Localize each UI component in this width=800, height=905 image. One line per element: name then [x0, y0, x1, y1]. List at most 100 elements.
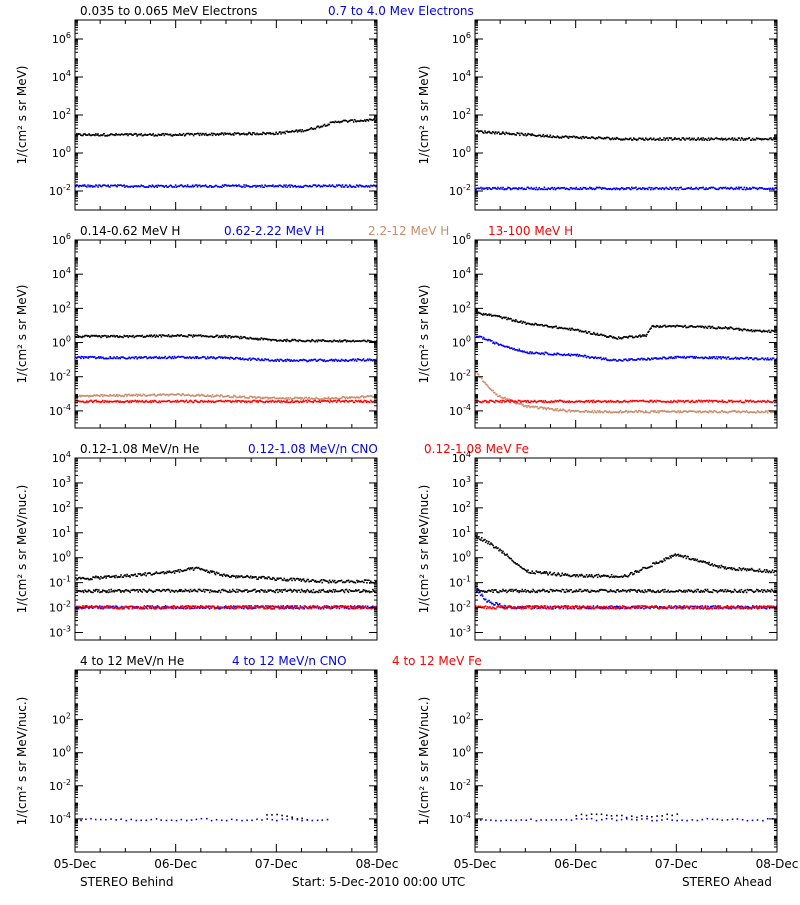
data-point [514, 321, 516, 323]
data-point [664, 139, 666, 141]
data-point [169, 590, 171, 592]
data-point [513, 348, 515, 350]
data-point [352, 400, 354, 402]
series-1 [75, 184, 378, 188]
data-point [549, 136, 551, 138]
data-point [219, 396, 221, 398]
data-point [100, 337, 102, 339]
data-point [254, 185, 256, 187]
data-point [275, 132, 277, 134]
data-point [675, 189, 677, 191]
data-point [128, 402, 130, 404]
data-point [544, 187, 546, 189]
data-point [114, 135, 116, 137]
data-point [328, 397, 330, 399]
data-point [129, 592, 131, 594]
data-point [253, 132, 255, 134]
data-point [677, 410, 679, 412]
data-point [284, 589, 286, 591]
data-point [748, 359, 750, 361]
data-point [263, 576, 265, 578]
data-point [191, 186, 193, 188]
data-point [200, 334, 202, 336]
data-point [259, 591, 261, 593]
data-point [745, 189, 747, 191]
data-point [543, 134, 545, 136]
data-point [284, 133, 286, 135]
data-point [737, 139, 739, 141]
data-point [305, 400, 307, 402]
data-point [680, 139, 682, 141]
data-point [600, 357, 602, 359]
data-point [289, 184, 291, 186]
data-point [151, 186, 153, 188]
data-point [760, 359, 762, 361]
y-tick-label: 10-4 [449, 403, 471, 418]
data-point [97, 591, 99, 593]
data-point [773, 358, 775, 360]
data-point [277, 592, 279, 594]
data-point [657, 325, 659, 327]
y-tick-label: 106 [452, 232, 471, 247]
data-point [193, 402, 195, 404]
data-point [171, 185, 173, 187]
data-point [172, 356, 174, 358]
data-point [322, 186, 324, 188]
data-point [102, 400, 104, 402]
data-point [196, 357, 198, 359]
data-point [284, 578, 286, 580]
data-point [582, 188, 584, 190]
data-point [597, 333, 599, 335]
data-point [288, 399, 290, 401]
data-point [286, 400, 288, 402]
data-point [220, 336, 222, 338]
data-point [660, 189, 662, 191]
data-point [728, 356, 730, 358]
data-point [141, 591, 143, 593]
data-point [303, 401, 305, 403]
data-point [263, 360, 265, 362]
data-point [635, 187, 637, 189]
data-point [336, 401, 338, 403]
data-point [528, 405, 530, 407]
data-point [236, 575, 238, 577]
data-point [235, 400, 237, 402]
plot-frame [75, 20, 377, 210]
data-point [80, 358, 82, 360]
data-point [156, 135, 158, 137]
data-point [561, 137, 563, 139]
data-point [116, 394, 118, 396]
data-point [579, 189, 581, 191]
data-point [342, 184, 344, 186]
data-point [163, 571, 165, 573]
data-point [147, 134, 149, 136]
data-point [249, 577, 251, 579]
data-point [189, 569, 191, 571]
data-point [362, 395, 364, 397]
data-point [505, 317, 507, 319]
data-point [506, 319, 508, 321]
data-point [243, 184, 245, 186]
data-point [729, 328, 731, 330]
data-point [249, 357, 251, 359]
data-point [114, 577, 116, 579]
series-2 [76, 393, 379, 400]
data-point [725, 357, 727, 359]
data-point [506, 188, 508, 190]
data-point [297, 131, 299, 133]
data-point [701, 139, 703, 141]
data-point [208, 589, 210, 591]
data-point [506, 398, 508, 400]
data-point [98, 589, 100, 591]
legend-entry: 2.2-12 MeV H [368, 224, 449, 238]
data-point [556, 354, 558, 356]
data-point [526, 407, 528, 409]
data-point [197, 591, 199, 593]
data-point [637, 412, 639, 414]
data-point [170, 591, 172, 593]
data-point [653, 138, 655, 140]
data-point [167, 336, 169, 338]
data-point [145, 575, 147, 577]
data-point [174, 572, 176, 574]
